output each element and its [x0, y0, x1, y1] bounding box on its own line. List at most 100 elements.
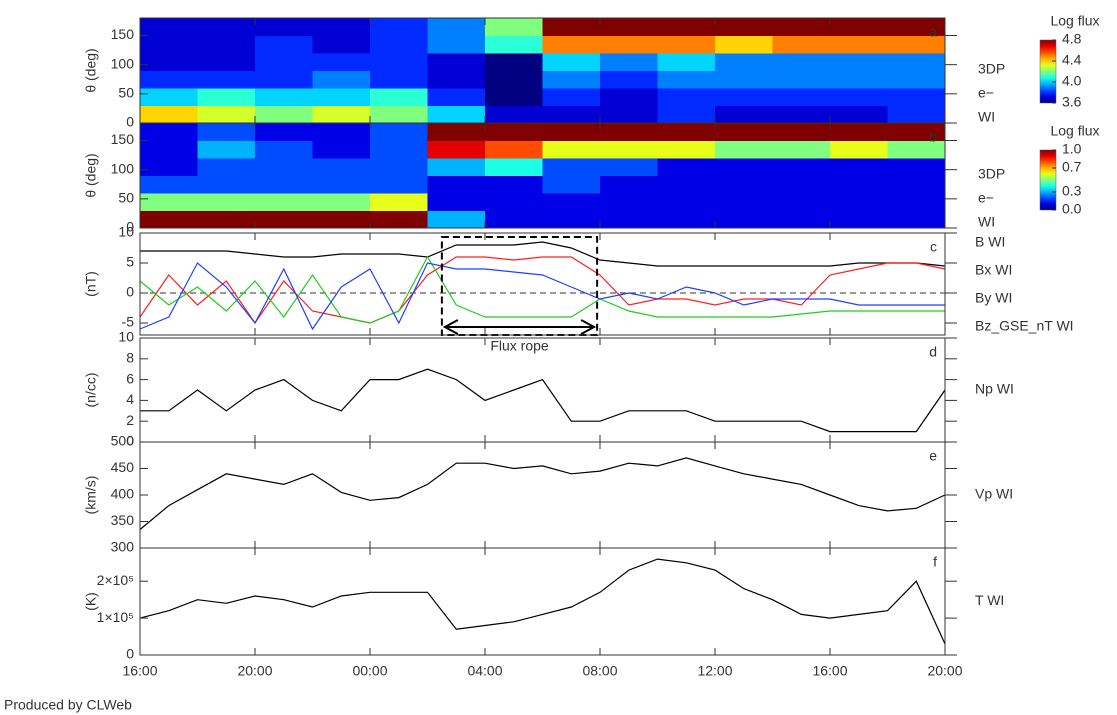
heatmap-cell	[772, 158, 831, 176]
y-tick-label: 400	[111, 486, 135, 502]
y-tick-label: 500	[111, 433, 135, 449]
heatmap-cell	[197, 193, 256, 211]
heatmap-cell	[140, 70, 198, 89]
legend-label: By WI	[975, 290, 1012, 306]
y-tick-label: 5	[126, 254, 134, 270]
heatmap-cell	[887, 18, 946, 36]
heatmap-cell	[542, 175, 601, 194]
y-tick-label: 0	[126, 284, 134, 300]
heatmap-cell	[830, 123, 888, 141]
legend-label: B WI	[975, 234, 1005, 250]
heatmap-cell	[197, 88, 256, 106]
heatmap-cell	[715, 123, 773, 141]
y-tick-label: 0	[126, 219, 134, 235]
y-axis-label: (n/cc)	[83, 373, 99, 408]
heatmap-cell	[600, 193, 658, 211]
heatmap-cell	[657, 35, 716, 54]
panel-letter: e	[929, 448, 937, 464]
heatmap-cell	[657, 140, 716, 159]
heatmap-cell	[197, 18, 256, 36]
heatmap-cell	[427, 193, 486, 211]
heatmap-cell	[715, 18, 773, 36]
heatmap-cell	[657, 210, 716, 229]
heatmap-cell	[772, 140, 831, 159]
panel-letter: a	[929, 24, 937, 40]
plot-frame	[139, 441, 946, 549]
heatmap-cell	[830, 35, 888, 54]
heatmap-cell	[485, 210, 543, 229]
heatmap-cell	[657, 158, 716, 176]
heatmap-cell	[312, 123, 371, 141]
heatmap-cell	[197, 158, 256, 176]
y-tick-label: 8	[126, 350, 134, 366]
y-tick-label: 4	[126, 391, 134, 407]
heatmap-cell	[600, 88, 658, 106]
heatmap-cell	[772, 53, 831, 71]
heatmap-cell	[485, 35, 543, 54]
heatmap-cell	[830, 88, 888, 106]
heatmap-cell	[887, 210, 946, 229]
heatmap-cell	[830, 193, 888, 211]
colorbar	[1039, 149, 1057, 211]
heatmap-cell	[485, 140, 543, 159]
line	[139, 457, 946, 530]
heatmap-cell	[255, 210, 313, 229]
plot-frame	[139, 232, 946, 336]
side-label: e−	[978, 190, 994, 206]
x-tick-label: 12:00	[697, 663, 732, 679]
x-tick-label: 04:00	[467, 663, 502, 679]
colorbar-tick-label: 1.0	[1062, 141, 1082, 157]
heatmap-cell	[427, 123, 486, 141]
heatmap-cell	[312, 35, 371, 54]
line	[139, 262, 945, 331]
side-label: 3DP	[978, 166, 1005, 182]
heatmap-cell	[657, 18, 716, 36]
heatmap-cell	[255, 193, 313, 211]
heatmap-cell	[140, 193, 198, 211]
heatmap-cell	[312, 105, 371, 124]
heatmap-cell	[772, 105, 831, 124]
heatmap-cell	[542, 18, 601, 36]
heatmap-cell	[140, 123, 198, 141]
heatmap-cell	[197, 123, 256, 141]
y-axis-label: θ (deg)	[83, 48, 99, 92]
heatmap-cell	[255, 140, 313, 159]
colorbar-tick-label: 0.7	[1062, 159, 1082, 175]
heatmap-cell	[887, 158, 946, 176]
heatmap-cell	[657, 175, 716, 194]
side-label: e−	[978, 85, 994, 101]
y-tick-label: 350	[111, 512, 135, 528]
heatmap-cell	[715, 140, 773, 159]
y-tick-label: 0	[126, 433, 134, 449]
y-axis-label: (km/s)	[83, 476, 99, 515]
legend-label: Vp WI	[975, 486, 1013, 502]
annotation-box	[440, 236, 599, 336]
heatmap-cell	[600, 123, 658, 141]
heatmap-cell	[830, 18, 888, 36]
heatmap-cell	[427, 210, 486, 229]
heatmap-cell	[370, 88, 428, 106]
heatmap-cell	[772, 123, 831, 141]
line	[139, 256, 946, 325]
heatmap-cell	[427, 105, 486, 124]
y-tick-label: 2	[126, 412, 134, 428]
line	[139, 558, 946, 645]
y-tick-label: 6	[126, 370, 134, 386]
heatmap-cell	[887, 35, 946, 54]
heatmap-cell	[140, 105, 198, 124]
heatmap-cell	[370, 105, 428, 124]
heatmap-cell	[887, 193, 946, 211]
heatmap-cell	[715, 35, 773, 54]
heatmap-cell	[600, 158, 658, 176]
heatmap-cell	[830, 175, 888, 194]
legend-label: T WI	[975, 592, 1004, 608]
heatmap-cell	[255, 53, 313, 71]
legend-label: Bz_GSE_nT WI	[975, 318, 1074, 334]
colorbar	[1039, 39, 1057, 104]
heatmap-cell	[140, 35, 198, 54]
heatmap-cell	[772, 35, 831, 54]
heatmap-cell	[140, 18, 198, 36]
arrow-head	[442, 319, 459, 335]
heatmap-cell	[255, 158, 313, 176]
heatmap-cell	[715, 88, 773, 106]
